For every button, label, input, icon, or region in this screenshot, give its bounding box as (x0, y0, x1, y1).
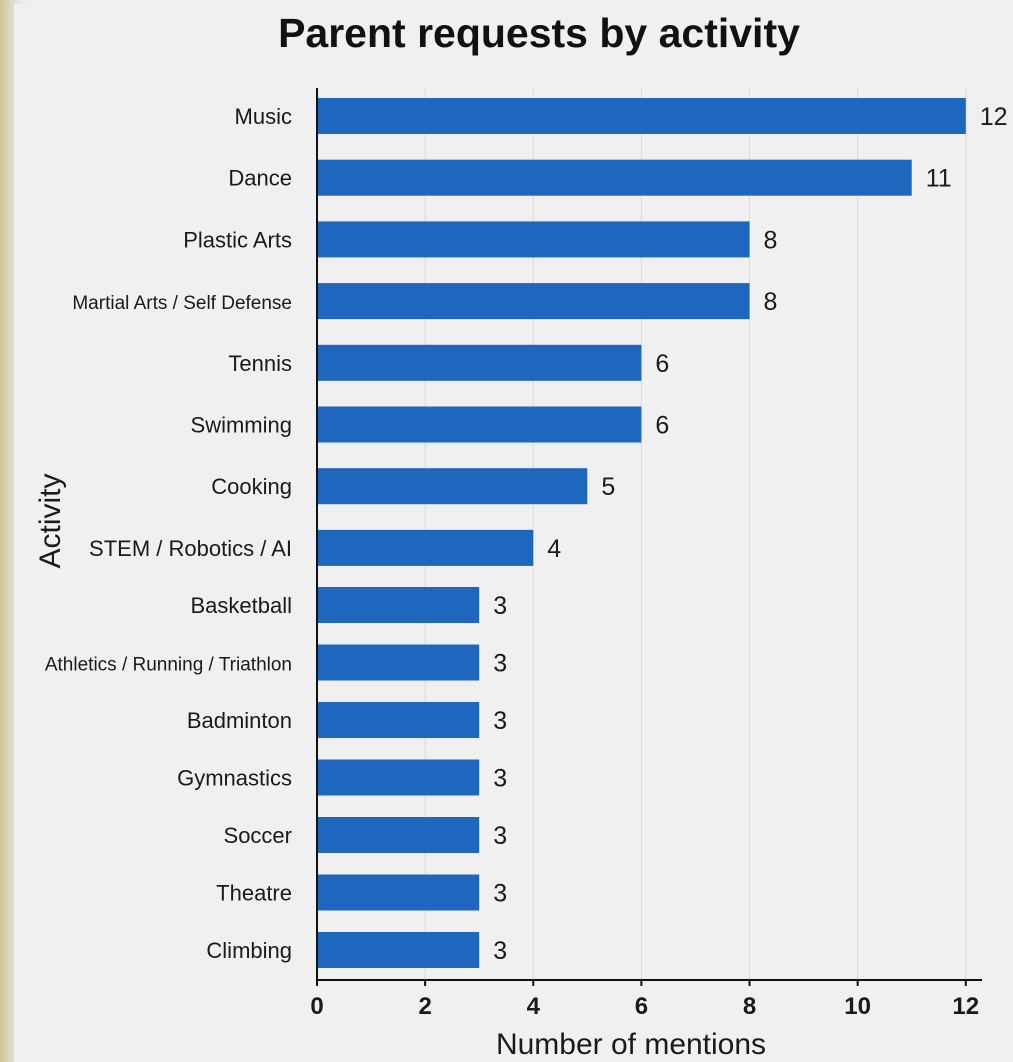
x-tick-label: 0 (310, 993, 323, 1020)
bar-value-label: 4 (547, 535, 561, 563)
bar-value-label: 3 (493, 650, 507, 678)
bar (318, 221, 750, 258)
bar-value-label: 12 (980, 103, 1008, 131)
bar (318, 702, 480, 738)
category-label: Martial Arts / Self Defense (72, 293, 292, 314)
category-label: Tennis (228, 351, 292, 376)
category-label: Theatre (216, 881, 292, 906)
x-tick-label: 10 (844, 993, 871, 1020)
bar-value-label: 3 (493, 707, 507, 735)
bar (318, 159, 912, 196)
category-label: STEM / Robotics / AI (89, 536, 292, 561)
bar (318, 932, 480, 968)
category-label: Climbing (206, 938, 292, 963)
bar-value-label: 3 (493, 880, 507, 908)
category-label: Music (235, 104, 292, 129)
x-tick-label: 12 (952, 993, 979, 1020)
bar-value-label: 3 (493, 822, 507, 850)
bar (318, 344, 642, 381)
x-tick-label: 4 (527, 993, 541, 1020)
y-axis-title: Activity (34, 473, 67, 568)
category-label: Athletics / Running / Triathlon (45, 655, 292, 676)
category-label: Soccer (224, 823, 292, 848)
bar-value-label: 3 (493, 937, 507, 965)
bar-value-label: 3 (493, 592, 507, 620)
bar-value-label: 5 (601, 473, 615, 501)
bar-value-label: 8 (764, 226, 778, 254)
x-axis-title: Number of mentions (496, 1028, 766, 1061)
x-tick-label: 6 (635, 993, 648, 1020)
category-label: Swimming (191, 413, 292, 438)
bar (318, 406, 642, 443)
category-label: Cooking (211, 474, 292, 499)
bar (318, 644, 480, 681)
bar (318, 759, 480, 796)
bar-value-label: 6 (655, 412, 669, 440)
bar (318, 283, 750, 320)
bar (318, 817, 480, 853)
bar-value-label: 11 (926, 165, 952, 193)
bar (318, 98, 966, 134)
bar-value-label: 8 (764, 288, 778, 316)
bar (318, 468, 588, 505)
value-labels: 12 11 8 8 6 6 5 4 3 3 3 3 3 3 3 (493, 103, 1007, 965)
bar (318, 587, 480, 623)
bar (318, 529, 534, 566)
x-tick-label: 8 (743, 993, 756, 1020)
bar-value-label: 6 (655, 350, 669, 378)
category-label: Plastic Arts (183, 227, 292, 252)
category-label: Dance (228, 166, 292, 191)
category-labels: Music Dance Plastic Arts Martial Arts / Sel… (45, 104, 292, 963)
category-label: Gymnastics (177, 766, 292, 791)
bar (318, 874, 480, 911)
x-ticks: 0 2 4 6 8 10 12 (310, 980, 979, 1020)
x-tick-label: 2 (418, 993, 431, 1020)
chart-title: Parent requests by activity (278, 10, 800, 56)
bar-value-label: 3 (493, 765, 507, 793)
category-label: Basketball (190, 593, 292, 618)
bars (318, 98, 966, 968)
category-label: Badminton (187, 708, 292, 733)
